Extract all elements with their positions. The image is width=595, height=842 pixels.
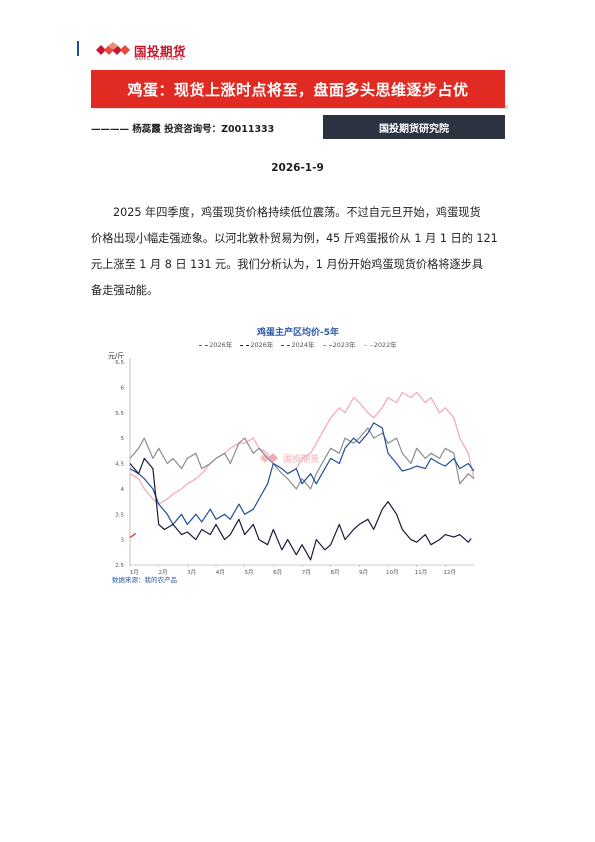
series-line (129, 533, 137, 539)
chart-legend: 2026年 2026年 2024年 2023年 2022年 (90, 339, 506, 349)
paragraph-line: 元上涨至 1 月 8 日 131 元。我们分析认为，1 月份开始鸡蛋现货价格将逐… (91, 258, 484, 271)
series-line (129, 422, 475, 525)
x-tick-label: 8月 (330, 569, 339, 576)
paragraph-line: 2025 年四季度，鸡蛋现货价格持续低位震荡。不过自元旦开始，鸡蛋现货 (113, 206, 481, 219)
series-line (129, 391, 475, 505)
header-accent-bar (77, 41, 79, 56)
x-tick-label: 6月 (273, 569, 282, 576)
legend-swatch (240, 344, 250, 346)
y-tick-label: 6.5 (115, 360, 124, 366)
x-tick-label: 5月 (244, 569, 253, 576)
x-tick-label: 11月 (415, 569, 428, 576)
report-title: 鸡蛋：现货上涨时点将至，盘面多头思维逐步占优 (91, 70, 505, 108)
org-badge: 国投期货研究院 (323, 115, 505, 139)
legend-label: 2024年 (291, 341, 315, 349)
y-tick-label: 4 (121, 487, 125, 493)
y-tick-label: 3.5 (115, 512, 124, 518)
legend-label: 2022年 (373, 341, 397, 349)
company-logo: 国投期货 SDIC FUTURES (96, 40, 206, 66)
y-tick-label: 6 (121, 385, 125, 391)
paragraph-line: 价格出现小幅走强迹象。以河北敦朴贸易为例，45 斤鸡蛋报价从 1 月 1 日的 … (91, 232, 498, 245)
logo-diamond-icon (96, 42, 130, 55)
legend-label: 2023年 (332, 341, 356, 349)
legend-label: 2026年 (209, 341, 233, 349)
report-date: 2026-1-9 (271, 162, 324, 174)
legend-swatch (322, 344, 332, 346)
legend-item: 2024年 (281, 341, 315, 349)
y-tick-label: 3 (121, 538, 125, 544)
chart-title: 鸡蛋主产区均价-5年 (257, 328, 339, 338)
legend-item: 2022年 (363, 341, 397, 349)
legend-swatch (281, 344, 291, 346)
x-tick-label: 3月 (187, 569, 196, 576)
legend-item: 2023年 (322, 341, 356, 349)
x-tick-label: 10月 (386, 569, 399, 576)
series-line (129, 457, 472, 561)
legend-swatch (363, 344, 373, 346)
logo-text-cn: 国投期货 (134, 44, 187, 59)
legend-label: 2026年 (250, 341, 274, 349)
chart-plot: 国投期货 2.533.544.555.566.51月 2月 3月 4月 5月 6月 7月 8月… (115, 358, 475, 576)
x-tick-label: 2月 (158, 569, 167, 576)
y-tick-label: 2.5 (115, 563, 124, 569)
x-tick-label: 4月 (216, 569, 225, 576)
series-line (129, 427, 475, 490)
legend-item: 2026年 (199, 341, 232, 349)
y-tick-label: 4.5 (115, 462, 124, 468)
x-tick-label: 1月 (130, 569, 139, 576)
logo-text-en: SDIC FUTURES (135, 56, 184, 62)
price-chart: 鸡蛋主产区均价-5年 2026年 2026年 2024年 2023年 2022年… (90, 322, 506, 584)
chart-source: 数据来源：我的农产品 (112, 576, 177, 584)
y-axis-unit: 元/斤 (108, 352, 125, 360)
body-paragraph: 2025 年四季度，鸡蛋现货价格持续低位震荡。不过自元旦开始，鸡蛋现货 价格出现… (91, 200, 505, 304)
y-tick-label: 5.5 (115, 411, 124, 417)
legend-item: 2026年 (240, 341, 273, 349)
x-tick-label: 12月 (443, 569, 456, 576)
x-tick-label: 9月 (359, 569, 368, 576)
paragraph-line: 备走强动能。 (91, 284, 159, 297)
y-tick-label: 5 (121, 436, 125, 442)
x-tick-label: 7月 (302, 569, 311, 576)
author-line: ———— 杨蕊霞 投资咨询号：Z0011333 (91, 124, 275, 135)
legend-swatch (199, 344, 209, 346)
